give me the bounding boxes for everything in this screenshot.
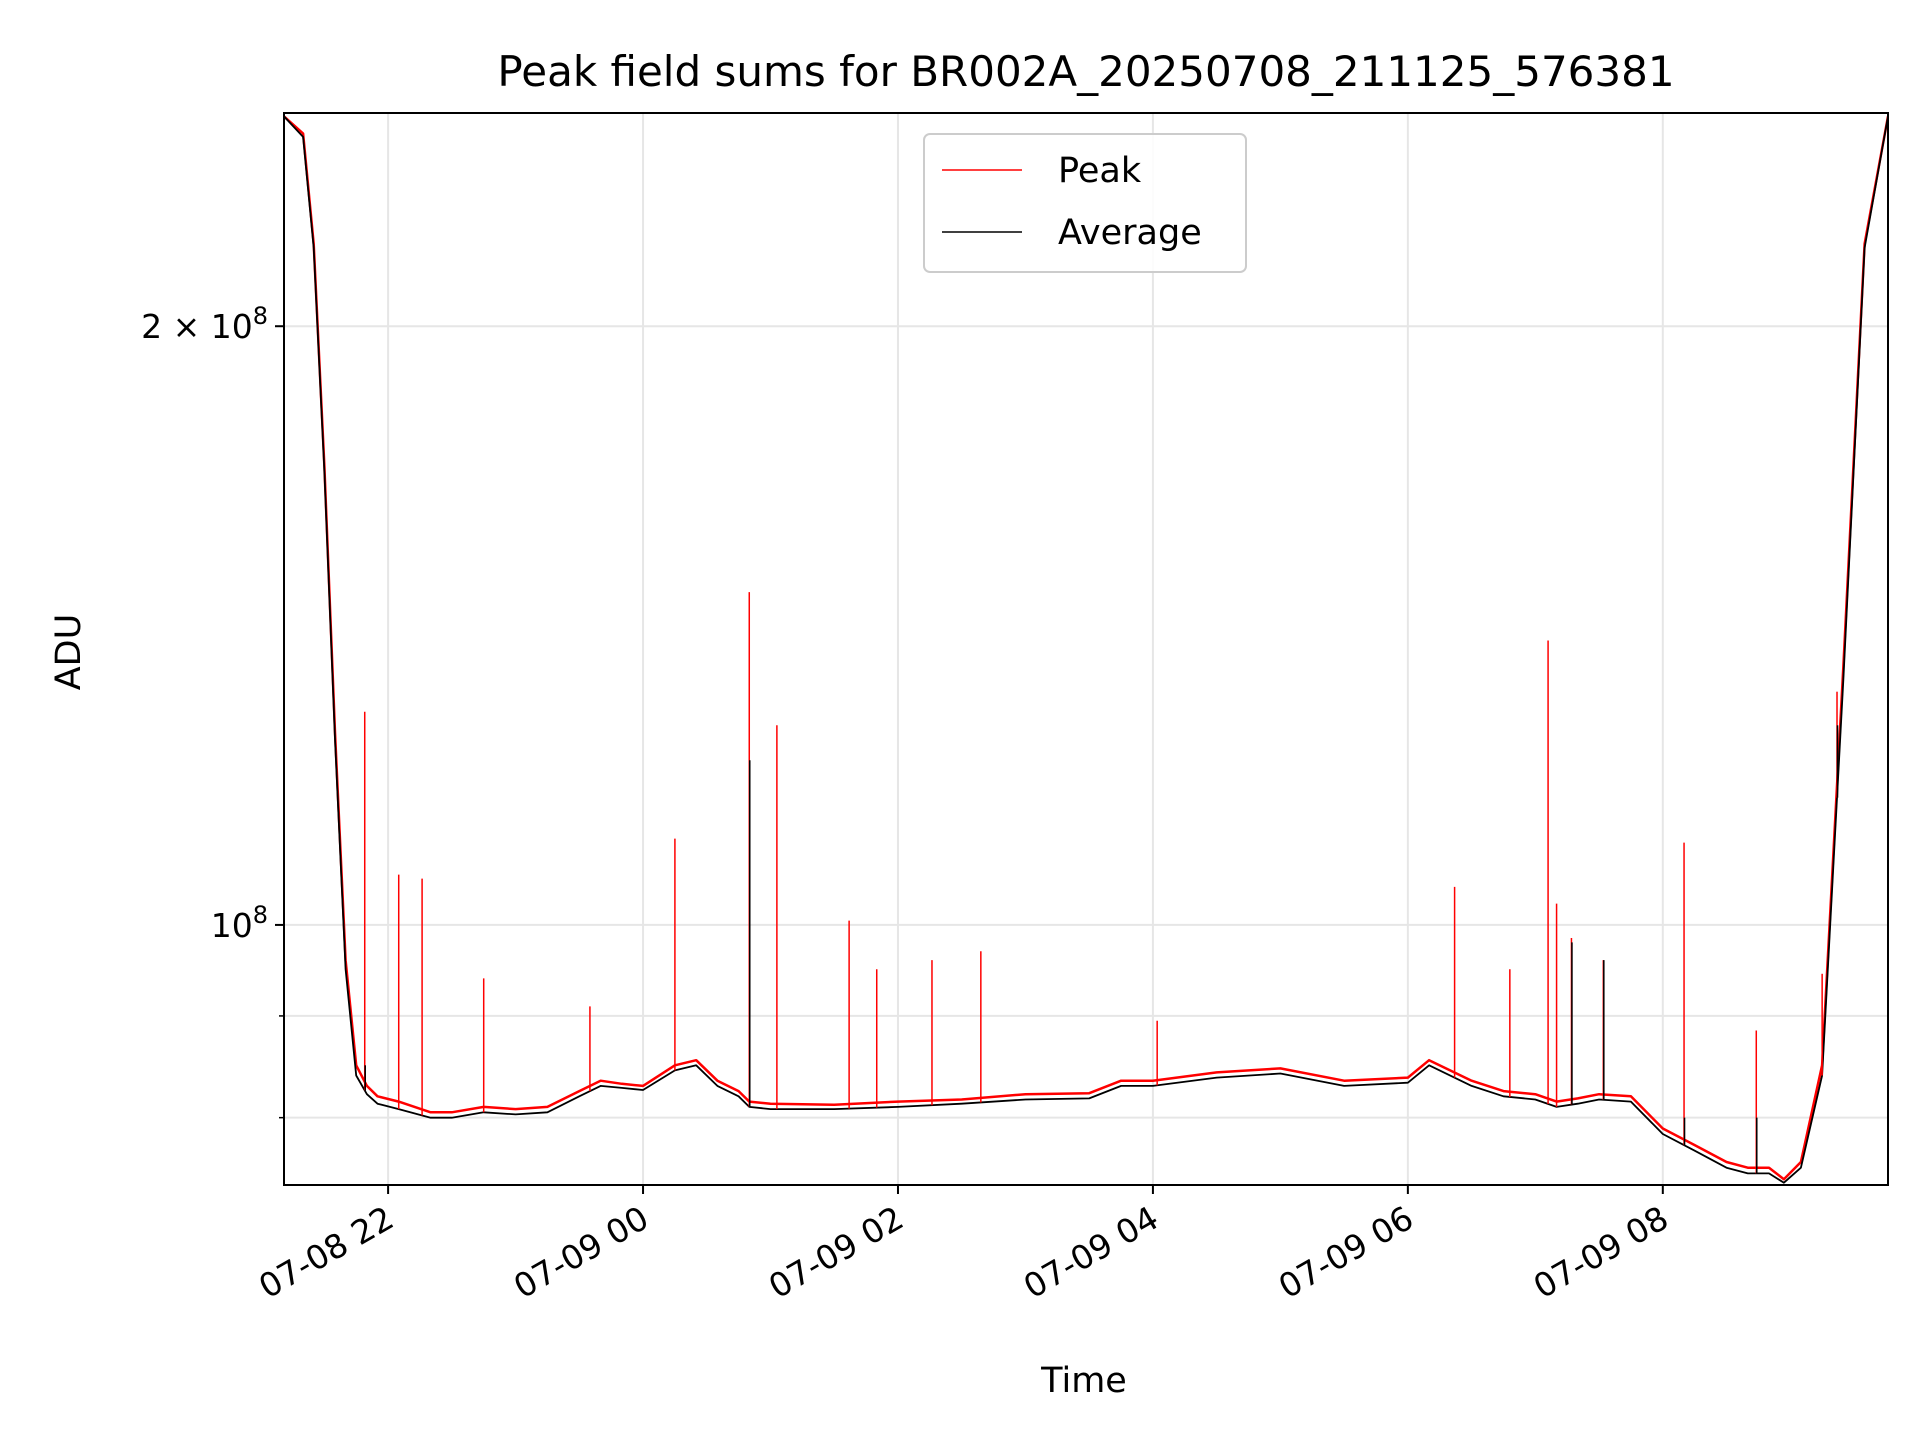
plot-frame [283,112,1889,1186]
legend-average-label: Average [1058,213,1202,253]
legend-box [923,133,1247,273]
y-tick-label: 2 × 108 [141,302,268,346]
grid-lines [284,113,1888,1185]
series-line-average [284,115,1888,1184]
y-axis-label: ADU [49,614,89,691]
legend-peak-label: Peak [1058,151,1142,191]
legend: Peak Average [923,133,1247,273]
series-layer [284,115,1888,1184]
x-axis-label: Time [1040,1361,1127,1401]
chart-title: Peak field sums for BR002A_20250708_2111… [497,47,1674,96]
y-tick-label: 108 [211,901,268,945]
